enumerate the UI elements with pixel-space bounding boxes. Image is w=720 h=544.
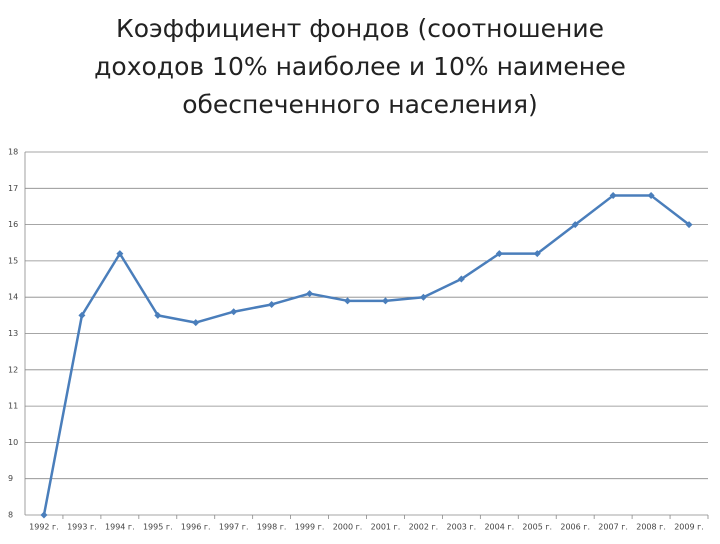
chart-title: обеспеченного населения) <box>182 90 538 119</box>
y-tick-label: 18 <box>8 148 18 157</box>
data-line <box>42 194 690 516</box>
x-tick-label: 2000 г. <box>333 523 363 532</box>
y-tick-label: 12 <box>8 365 18 374</box>
x-tick-label: 2004 г. <box>484 523 514 532</box>
data-point <box>381 297 389 305</box>
x-tick-label: 2001 г. <box>371 523 401 532</box>
x-tick-label: 2007 г. <box>598 523 628 532</box>
y-tick-label: 10 <box>8 438 18 447</box>
data-point <box>40 511 48 519</box>
data-point <box>116 250 124 258</box>
x-tick-label: 1997 г. <box>219 523 249 532</box>
data-point <box>154 311 162 319</box>
y-tick-label: 17 <box>8 184 18 193</box>
x-tick-label: 2008 г. <box>636 523 666 532</box>
chart-title: Коэффициент фондов (соотношение <box>116 14 604 43</box>
data-point <box>609 192 617 200</box>
x-tick-label: 1995 г. <box>143 523 173 532</box>
data-point <box>457 275 465 283</box>
data-point <box>78 311 86 319</box>
data-point <box>306 290 314 298</box>
x-tick-label: 2006 г. <box>560 523 590 532</box>
data-point <box>192 319 200 327</box>
y-tick-label: 9 <box>8 474 13 483</box>
x-tick-label: 2005 г. <box>522 523 552 532</box>
chart-title: доходов 10% наиболее и 10% наименее <box>94 52 626 81</box>
data-point <box>647 192 655 200</box>
y-tick-label: 16 <box>8 220 18 229</box>
data-point <box>685 221 693 229</box>
data-point <box>533 250 541 258</box>
x-tick-label: 2002 г. <box>409 523 439 532</box>
x-tick-label: 1998 г. <box>257 523 287 532</box>
x-tick-label: 1996 г. <box>181 523 211 532</box>
y-tick-label: 8 <box>8 511 13 520</box>
x-tick-label: 2009 г. <box>674 523 704 532</box>
x-tick-label: 1994 г. <box>105 523 135 532</box>
y-tick-label: 14 <box>8 293 18 302</box>
data-point <box>344 297 352 305</box>
data-point <box>230 308 238 316</box>
data-point <box>268 300 276 308</box>
x-tick-label: 2003 г. <box>447 523 477 532</box>
data-point <box>571 221 579 229</box>
y-tick-label: 13 <box>8 329 18 338</box>
data-point <box>419 293 427 301</box>
y-tick-label: 15 <box>8 256 18 265</box>
y-tick-label: 11 <box>8 402 18 411</box>
x-tick-label: 1992 г. <box>29 523 59 532</box>
data-point <box>495 250 503 258</box>
x-tick-label: 1993 г. <box>67 523 97 532</box>
x-tick-label: 1999 г. <box>295 523 325 532</box>
